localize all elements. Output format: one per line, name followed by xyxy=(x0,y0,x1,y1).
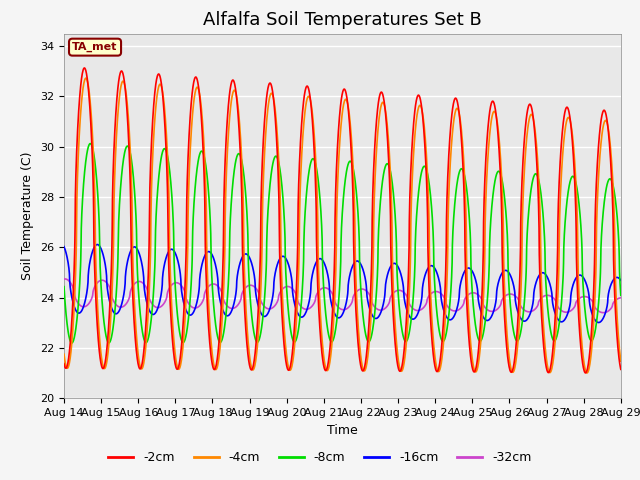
-2cm xyxy=(584,366,591,372)
Y-axis label: Soil Temperature (C): Soil Temperature (C) xyxy=(22,152,35,280)
-4cm xyxy=(216,350,223,356)
-2cm xyxy=(216,333,223,338)
-16cm xyxy=(359,266,367,272)
-2cm xyxy=(371,144,379,149)
Line: -32cm: -32cm xyxy=(64,279,621,312)
Line: -4cm: -4cm xyxy=(64,78,621,373)
-32cm xyxy=(359,286,367,292)
-16cm xyxy=(504,269,512,275)
-4cm xyxy=(584,370,591,375)
-2cm xyxy=(568,132,575,137)
-8cm xyxy=(60,284,68,289)
-8cm xyxy=(568,174,576,180)
-4cm xyxy=(359,365,367,371)
-8cm xyxy=(86,141,94,146)
-16cm xyxy=(617,277,625,283)
-8cm xyxy=(505,277,513,283)
-16cm xyxy=(584,284,591,290)
-32cm xyxy=(60,276,68,282)
-32cm xyxy=(371,304,379,310)
-32cm xyxy=(584,294,591,300)
-2cm xyxy=(504,360,512,365)
Line: -2cm: -2cm xyxy=(64,68,621,373)
-4cm xyxy=(60,351,68,357)
-8cm xyxy=(359,312,367,318)
-4cm xyxy=(371,182,379,188)
-32cm xyxy=(600,310,607,315)
-32cm xyxy=(617,295,625,300)
-4cm xyxy=(82,75,90,81)
-4cm xyxy=(583,370,591,376)
-2cm xyxy=(81,65,88,71)
-4cm xyxy=(568,127,575,133)
Line: -8cm: -8cm xyxy=(64,144,621,343)
-2cm xyxy=(359,368,367,374)
-16cm xyxy=(371,315,379,321)
X-axis label: Time: Time xyxy=(327,424,358,437)
-8cm xyxy=(371,307,379,313)
-8cm xyxy=(584,327,591,333)
Text: TA_met: TA_met xyxy=(72,42,118,52)
-2cm xyxy=(60,361,68,367)
-2cm xyxy=(582,370,589,376)
-8cm xyxy=(68,340,76,346)
-16cm xyxy=(60,244,68,250)
-16cm xyxy=(568,287,575,292)
-32cm xyxy=(504,291,512,297)
-32cm xyxy=(61,276,68,282)
Title: Alfalfa Soil Temperatures Set B: Alfalfa Soil Temperatures Set B xyxy=(203,11,482,29)
-16cm xyxy=(216,295,223,300)
-16cm xyxy=(595,320,602,325)
-32cm xyxy=(568,307,575,313)
-4cm xyxy=(617,358,625,364)
-16cm xyxy=(93,241,101,247)
-32cm xyxy=(216,285,223,291)
Legend: -2cm, -4cm, -8cm, -16cm, -32cm: -2cm, -4cm, -8cm, -16cm, -32cm xyxy=(103,446,537,469)
-8cm xyxy=(617,292,625,298)
-4cm xyxy=(504,348,512,353)
-2cm xyxy=(617,367,625,372)
Line: -16cm: -16cm xyxy=(64,244,621,323)
-8cm xyxy=(216,339,223,345)
